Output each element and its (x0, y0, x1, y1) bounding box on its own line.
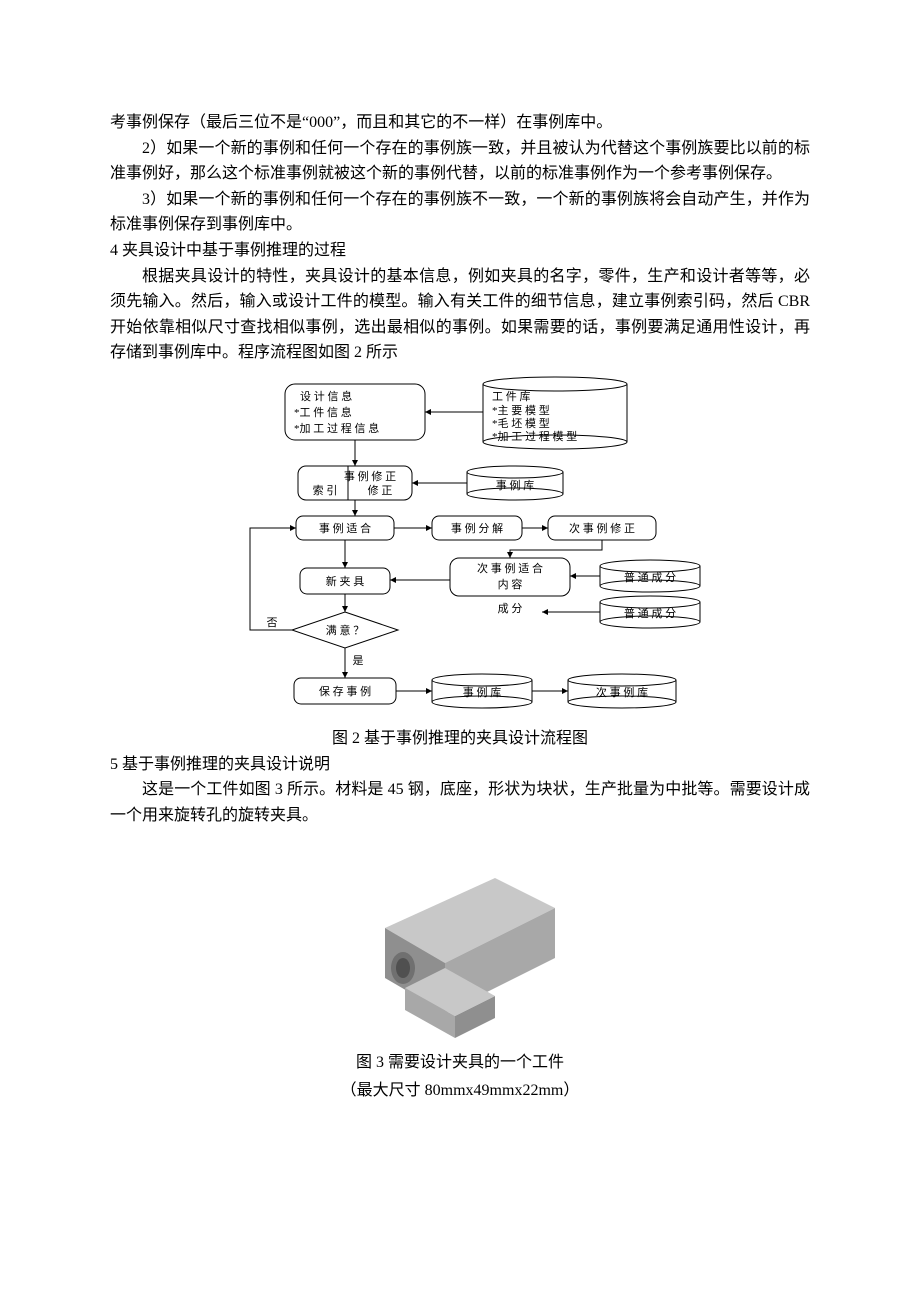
svg-text:满 意 ？: 满 意 ？ (326, 623, 365, 637)
svg-text:*主 要 模 型: *主 要 模 型 (492, 403, 550, 417)
svg-text:次 事 例 修 正: 次 事 例 修 正 (569, 521, 635, 535)
paragraph: 3）如果一个新的事例和任何一个存在的事例族不一致，一个新的事例族将会自动产生，并… (110, 187, 810, 238)
svg-text:内 容: 内 容 (498, 577, 523, 591)
svg-text:修 正: 修 正 (368, 483, 393, 497)
svg-text:事 例 库: 事 例 库 (463, 685, 502, 699)
svg-text:事 例 库: 事 例 库 (496, 478, 535, 492)
figure-2-caption: 图 2 基于事例推理的夹具设计流程图 (110, 726, 810, 752)
svg-text:普 通 成 分: 普 通 成 分 (624, 570, 676, 584)
svg-text:成 分: 成 分 (498, 602, 523, 615)
flowchart-svg: .bx{fill:#fff;stroke:#000;stroke-width:1… (180, 372, 740, 724)
paragraph: 根据夹具设计的特性，夹具设计的基本信息，例如夹具的名字，零件，生产和设计者等等，… (110, 264, 810, 366)
svg-text:否: 否 (267, 617, 278, 629)
paragraph: 这是一个工件如图 3 所示。材料是 45 钢，底座，形状为块状，生产批量为中批等… (110, 777, 810, 828)
figure-3-workpiece (345, 838, 575, 1048)
svg-text:事 例 修 正: 事 例 修 正 (344, 469, 396, 483)
figure-3-subcaption: （最大尺寸 80mmx49mmx22mm） (110, 1078, 810, 1104)
svg-text:普 通 成 分: 普 通 成 分 (624, 606, 676, 620)
section-heading-4: 4 夹具设计中基于事例推理的过程 (110, 238, 810, 264)
figure-3-caption: 图 3 需要设计夹具的一个工件 (110, 1050, 810, 1076)
svg-text:索 引: 索 引 (313, 483, 338, 497)
svg-text:*工 件 信 息: *工 件 信 息 (294, 405, 352, 419)
paragraph: 2）如果一个新的事例和任何一个存在的事例族一致，并且被认为代替这个事例族要比以前… (110, 136, 810, 187)
svg-text:次 事 例 适 合: 次 事 例 适 合 (477, 561, 543, 575)
svg-text:是: 是 (353, 654, 364, 667)
paragraph: 考事例保存（最后三位不是“000”，而且和其它的不一样）在事例库中。 (110, 110, 810, 136)
svg-text:*加 工 过 程 模 型: *加 工 过 程 模 型 (492, 429, 577, 443)
svg-text:工 件 库: 工 件 库 (492, 390, 531, 403)
svg-text:*加 工 过 程 信 息: *加 工 过 程 信 息 (294, 421, 379, 435)
svg-text:事 例 适 合: 事 例 适 合 (319, 521, 371, 535)
svg-text:新 夹 具: 新 夹 具 (326, 574, 365, 588)
svg-text:事 例 分 解: 事 例 分 解 (451, 521, 503, 535)
figure-2-flowchart: .bx{fill:#fff;stroke:#000;stroke-width:1… (110, 372, 810, 724)
svg-text:次 事 例 库: 次 事 例 库 (596, 685, 648, 699)
svg-text:保 存 事 例: 保 存 事 例 (319, 684, 371, 698)
svg-text:*毛 坯 模 型: *毛 坯 模 型 (492, 416, 550, 430)
section-heading-5: 5 基于事例推理的夹具设计说明 (110, 752, 810, 778)
svg-text:设 计 信 息: 设 计 信 息 (300, 389, 352, 403)
